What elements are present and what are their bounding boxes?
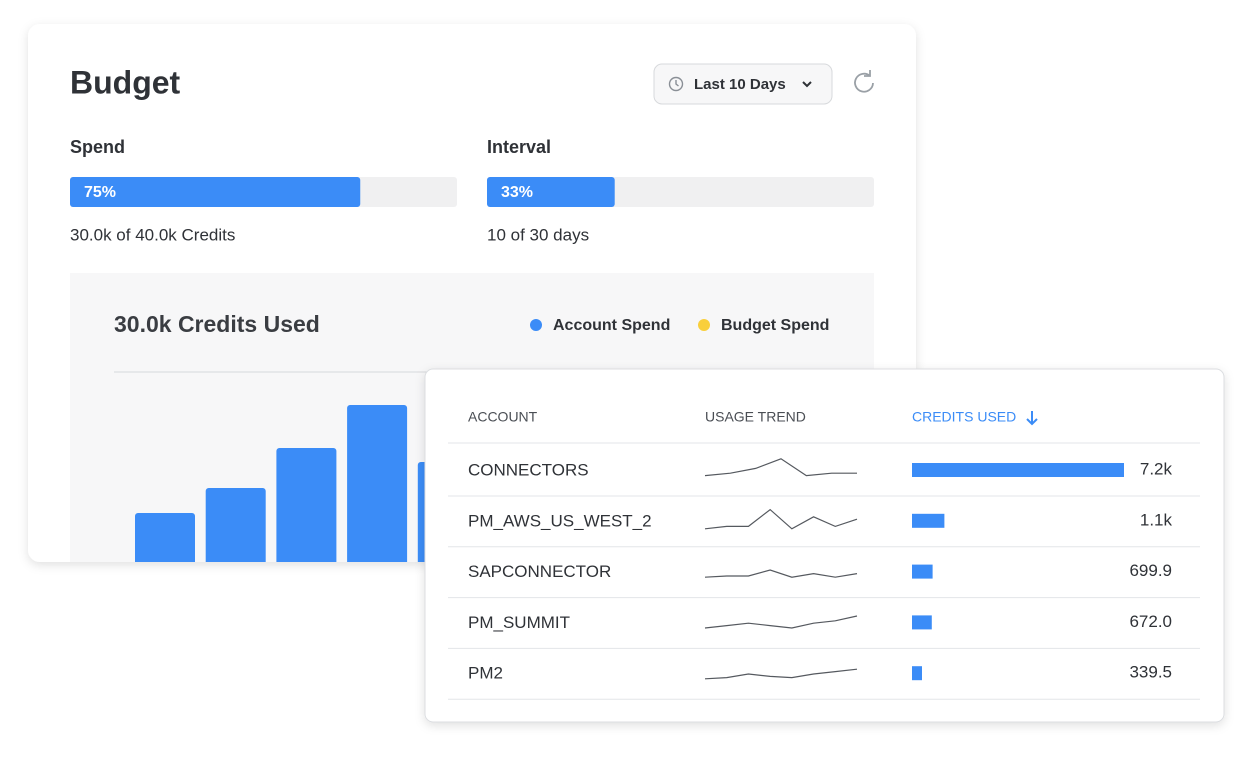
- account-name: CONNECTORS: [468, 460, 589, 479]
- refresh-icon[interactable]: [854, 72, 874, 93]
- bar: [135, 513, 195, 562]
- interval-label: Interval: [487, 137, 551, 157]
- credit-bar: [912, 463, 1124, 477]
- refresh-arrow: [864, 70, 871, 77]
- bar: [205, 488, 266, 562]
- col-header-sorted[interactable]: CREDITS USED: [912, 409, 1016, 425]
- table-card: [424, 368, 1225, 723]
- spend-label: Spend: [70, 137, 125, 157]
- credit-bar: [912, 615, 932, 630]
- progress-label: 75%: [84, 184, 116, 201]
- chart-title: 30.0k Credits Used: [114, 311, 320, 337]
- credits-value: 7.2k: [1140, 459, 1173, 478]
- interval-detail: 10 of 30 days: [487, 225, 589, 244]
- credit-bar: [912, 513, 945, 528]
- credits-value: 672.0: [1129, 612, 1172, 631]
- credits-value: 699.9: [1129, 561, 1172, 580]
- bar: [347, 405, 408, 562]
- credit-bar: [912, 564, 933, 579]
- credits-value: 339.5: [1129, 663, 1172, 682]
- sort-arrow[interactable]: [1026, 411, 1038, 426]
- bar: [276, 448, 337, 562]
- account-name: PM2: [468, 664, 503, 683]
- credit-bar: [912, 666, 922, 681]
- legend-label: Budget Spend: [721, 317, 829, 334]
- range-button[interactable]: [653, 63, 833, 105]
- account-name: PM_AWS_US_WEST_2: [468, 511, 652, 530]
- progress-label: 33%: [501, 184, 533, 201]
- col-header: USAGE TREND: [705, 409, 806, 425]
- progress-fill: [487, 177, 615, 207]
- sparkline: [704, 668, 858, 680]
- credits-value: 1.1k: [1140, 510, 1173, 529]
- legend-dot: [530, 319, 542, 331]
- col-header: ACCOUNT: [468, 409, 538, 425]
- spend-detail: 30.0k of 40.0k Credits: [70, 225, 235, 244]
- account-name: SAPCONNECTOR: [468, 562, 611, 581]
- range-label[interactable]: Last 10 Days: [694, 76, 786, 93]
- legend-dot: [698, 319, 710, 331]
- clock-icon: [668, 76, 684, 92]
- legend-label: Account Spend: [553, 317, 670, 334]
- sparkline: [704, 569, 858, 578]
- chevron: [802, 81, 812, 88]
- sparkline: [704, 508, 858, 530]
- account-name: PM_SUMMIT: [468, 613, 570, 632]
- sparkline: [704, 458, 857, 477]
- clock-hands: [675, 80, 679, 87]
- sparkline: [704, 615, 858, 629]
- title: Budget: [70, 64, 181, 100]
- progress-fill: [70, 177, 361, 207]
